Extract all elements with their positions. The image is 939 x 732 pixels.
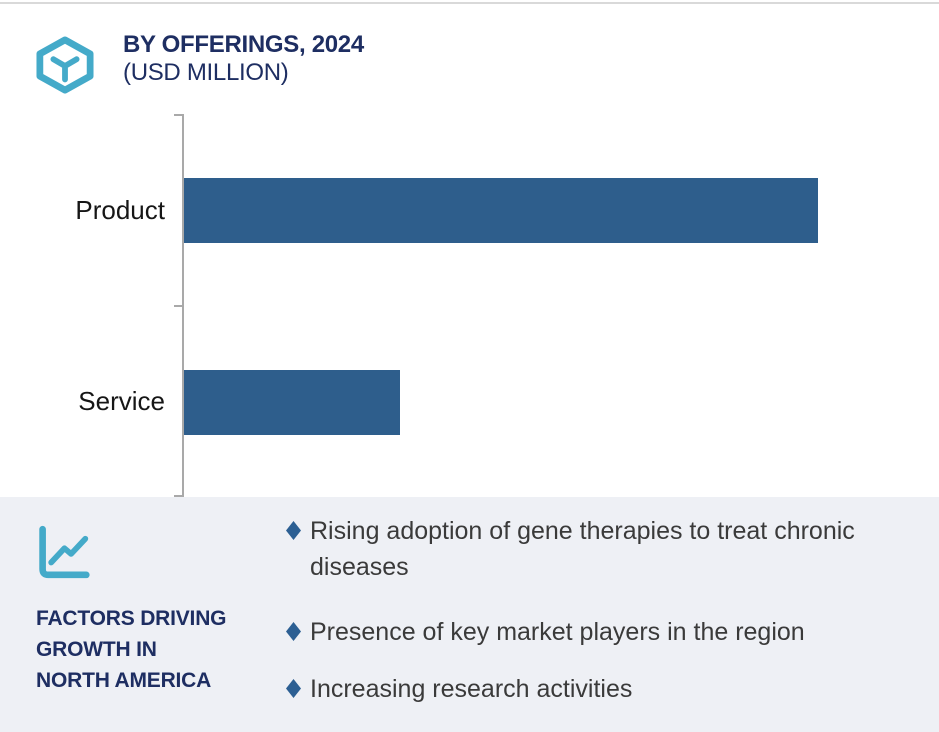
diamond-bullet-icon <box>286 679 301 698</box>
factor-item: Increasing research activities <box>286 671 886 707</box>
bar-service <box>184 370 400 435</box>
chart-title-block: BY OFFERINGS, 2024 (USD MILLION) <box>123 30 364 87</box>
category-label-service: Service <box>78 386 165 416</box>
factor-item: Presence of key market players in the re… <box>286 614 886 650</box>
axis-tick <box>174 495 182 497</box>
factor-text: Rising adoption of gene therapies to tre… <box>310 517 855 581</box>
line-chart-icon <box>35 523 92 583</box>
category-label-product: Product <box>75 194 165 225</box>
bar-product <box>184 178 818 243</box>
top-border-line <box>0 2 939 4</box>
diamond-bullet-icon <box>286 622 301 641</box>
axis-tick <box>174 114 182 116</box>
chart-subtitle: (USD MILLION) <box>123 59 289 86</box>
factor-text: Presence of key market players in the re… <box>310 618 805 646</box>
diamond-bullet-icon <box>286 521 301 540</box>
chart-title: BY OFFERINGS, 2024 <box>123 31 364 58</box>
hexagon-box-icon <box>33 36 97 94</box>
factor-item: Rising adoption of gene therapies to tre… <box>286 513 886 585</box>
factors-heading-line: GROWTH IN <box>36 638 157 661</box>
factors-bullet-list: Rising adoption of gene therapies to tre… <box>286 513 886 707</box>
factors-heading-line: FACTORS DRIVING <box>36 607 227 630</box>
category-axis-line <box>182 114 184 497</box>
axis-tick <box>174 305 182 307</box>
factor-text: Increasing research activities <box>310 675 633 703</box>
factors-heading: FACTORS DRIVING GROWTH IN NORTH AMERICA <box>36 603 226 696</box>
factors-heading-line: NORTH AMERICA <box>36 669 212 692</box>
factors-panel <box>0 497 939 732</box>
